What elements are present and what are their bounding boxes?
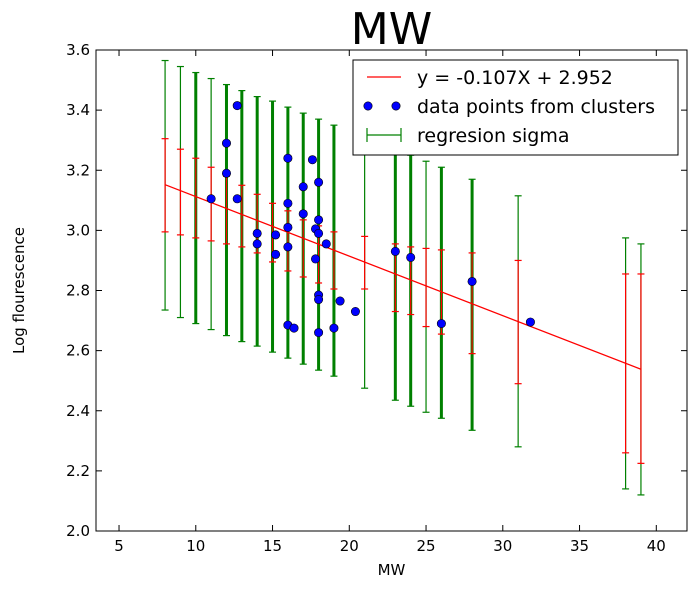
y-tick-label: 2.4: [66, 402, 90, 420]
legend-errorbar-swatch: [366, 128, 402, 142]
data-point: [335, 296, 345, 306]
x-tick-label: 20: [340, 537, 359, 555]
data-point: [232, 101, 242, 111]
x-axis-label: MW: [378, 561, 406, 579]
data-point: [467, 276, 477, 286]
y-tick-label: 3.0: [66, 221, 90, 239]
y-tick-label: 2.2: [66, 462, 90, 480]
x-tick-label: 5: [114, 537, 124, 555]
data-point: [283, 198, 293, 208]
data-point: [314, 295, 324, 305]
data-point: [252, 228, 262, 238]
data-point: [252, 239, 262, 249]
y-tick-label: 3.4: [66, 101, 90, 119]
data-point: [406, 252, 416, 262]
data-point: [311, 254, 321, 264]
data-point: [314, 177, 324, 187]
y-tick-label: 2.0: [66, 522, 90, 540]
data-point: [271, 230, 281, 240]
y-tick-label: 2.8: [66, 282, 90, 300]
data-point: [283, 153, 293, 163]
x-tick-label: 30: [493, 537, 512, 555]
legend-point-swatch: [391, 101, 401, 111]
data-point: [298, 209, 308, 219]
x-tick-label: 25: [416, 537, 435, 555]
data-point: [314, 328, 324, 338]
data-point: [232, 194, 242, 204]
legend-entry-regression: y = -0.107X + 2.952: [417, 67, 613, 89]
y-tick-label: 3.2: [66, 161, 90, 179]
x-tick-label: 10: [186, 537, 205, 555]
data-point: [350, 307, 360, 317]
x-tick-label: 35: [570, 537, 589, 555]
data-point: [307, 155, 317, 165]
data-point: [221, 168, 231, 178]
data-point: [283, 242, 293, 252]
data-point: [314, 228, 324, 238]
x-tick-label: 40: [647, 537, 666, 555]
legend-entry-sigma: regresion sigma: [417, 125, 570, 147]
data-point: [390, 246, 400, 256]
data-point: [298, 182, 308, 192]
legend: y = -0.107X + 2.952 data points from clu…: [352, 59, 679, 156]
y-axis-label: Log flourescence: [10, 227, 28, 354]
data-point: [314, 215, 324, 225]
legend-point-swatch: [363, 101, 373, 111]
ticks: 5 10 15 20 25 30 35 40 2.0 2.2 2.4 2.6 2.8 3.0 3.2 3.4 3…: [66, 41, 687, 555]
data-point: [525, 317, 535, 327]
x-tick-label: 15: [263, 537, 282, 555]
plot-area: [161, 59, 645, 496]
data-point: [271, 249, 281, 259]
y-tick-label: 2.6: [66, 342, 90, 360]
chart-title: MW: [351, 4, 432, 55]
y-tick-label: 3.6: [66, 41, 90, 59]
data-point: [321, 239, 331, 249]
data-point: [283, 222, 293, 232]
data-point: [206, 194, 216, 204]
legend-box: [352, 59, 679, 156]
data-point: [221, 138, 231, 148]
data-point: [436, 319, 446, 329]
data-point: [329, 323, 339, 333]
data-point: [289, 323, 299, 333]
legend-entry-points: data points from clusters: [417, 96, 655, 118]
regression-line: [164, 184, 642, 370]
